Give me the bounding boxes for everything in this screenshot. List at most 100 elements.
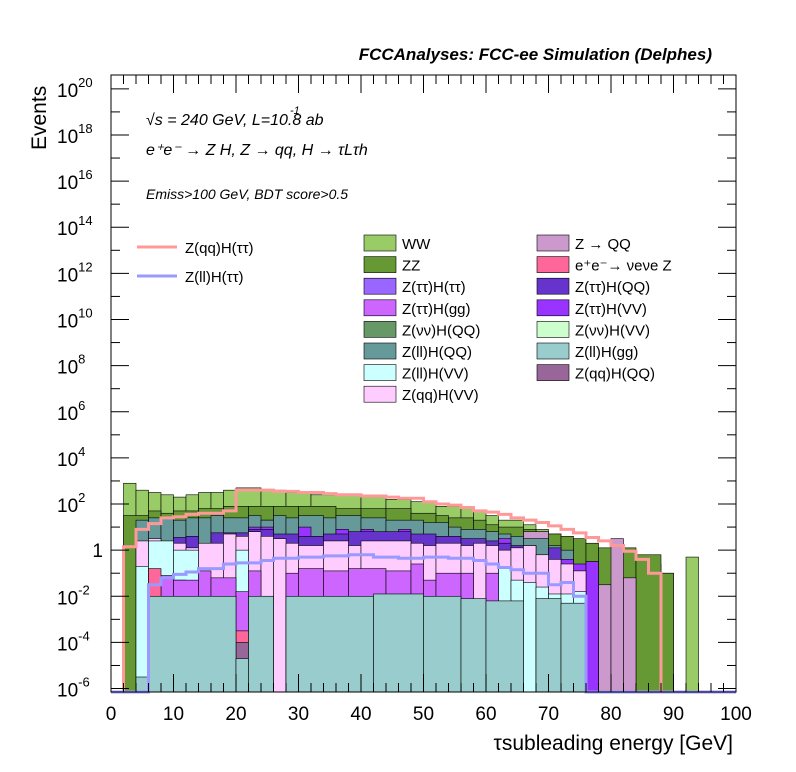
legend-box-swatch — [363, 234, 397, 252]
y-tick-base: 10 — [57, 219, 78, 240]
legend-box-label: Z(ττ)H(QQ) — [575, 279, 650, 296]
legend-box-swatch — [363, 256, 397, 273]
y-tick-base: 10 — [57, 496, 78, 517]
bar-z-ll-h-vv — [523, 582, 537, 693]
y-tick-exp: 2 — [78, 490, 85, 505]
bar-z-qq — [623, 577, 637, 693]
bar-z-ll-h-gg — [373, 593, 424, 693]
legend-box-label: e⁺e⁻→ νeνe Z — [575, 258, 672, 275]
legend-box-label: WW — [402, 236, 431, 253]
y-tick-label: 102 — [57, 490, 85, 517]
y-tick-exp: 16 — [78, 167, 92, 182]
y-tick-label: 1010 — [57, 305, 93, 332]
legend-box-label: Z(qq)H(QQ) — [575, 366, 655, 383]
bar-z-ll-h-gg — [248, 595, 274, 693]
x-tick-label: 50 — [413, 704, 434, 725]
x-axis-label: τsubleading energy [GeV] — [494, 732, 733, 755]
figure-header: FCCAnalyses: FCC-ee Simulation (Delphes) — [359, 45, 713, 64]
y-tick-exp: 20 — [78, 75, 92, 90]
bar-z-ll-h-gg — [485, 600, 524, 693]
y-tick-label: 1012 — [57, 259, 93, 286]
bar-z-ll-h-gg — [423, 595, 462, 693]
bar-z-qq — [598, 584, 612, 693]
y-tick-base: 10 — [57, 588, 78, 609]
bar-zz — [660, 572, 674, 693]
y-tick-label: 104 — [57, 444, 85, 471]
bar-z-ll-h-gg — [148, 595, 237, 693]
y-tick-label: 1018 — [57, 121, 93, 148]
bar-z-ll-h-gg — [460, 598, 487, 693]
x-tick-label: 80 — [600, 704, 621, 725]
bar-ww — [685, 556, 699, 693]
y-tick-label: 10-4 — [57, 628, 90, 655]
line-z-qq-h — [111, 488, 674, 694]
bar-z-ll-h-gg — [135, 676, 149, 693]
legend-box-label: Z(ll)H(VV) — [402, 366, 469, 383]
y-tick-label: 10-6 — [57, 675, 90, 702]
legend-box-label: Z(νν)H(VV) — [575, 322, 650, 339]
legend-box-label: Z(ττ)H(gg) — [402, 301, 471, 318]
legend-line-label: Z(ll)H(ττ) — [185, 269, 244, 286]
bar-z-ll-h-gg — [285, 595, 374, 693]
series-z-ll-h-gg — [135, 593, 587, 693]
legend-box-label: ZZ — [402, 258, 420, 275]
bar-z-qq — [610, 538, 624, 693]
legend-box-label: Z(ττ)H(VV) — [575, 301, 647, 318]
y-tick-exp: -6 — [78, 675, 90, 690]
y-tick-exp: 4 — [78, 444, 85, 459]
y-tick-base: 10 — [57, 450, 78, 471]
legend-box-swatch — [363, 385, 397, 403]
x-tick-label: 90 — [663, 704, 684, 725]
y-tick-exp: 10 — [78, 305, 92, 320]
x-tick-label: 40 — [350, 704, 371, 725]
bar-zz — [635, 554, 662, 693]
legend-box-swatch — [536, 364, 570, 381]
y-tick-label: 108 — [57, 352, 85, 379]
annotation-energy-sup: -1 — [290, 105, 300, 117]
y-tick-exp: 18 — [78, 121, 92, 136]
legend-box-label: Z(ll)H(gg) — [575, 344, 638, 361]
y-tick-label: 1 — [92, 541, 103, 562]
legend-box-swatch — [363, 321, 397, 338]
legend-box-label: Z → QQ — [575, 236, 631, 253]
x-tick-label: 100 — [720, 704, 752, 725]
x-tick-label: 70 — [538, 704, 559, 725]
bar-z-ll-h-vv — [135, 565, 149, 693]
legend-box-swatch — [536, 342, 570, 360]
y-tick-label: 106 — [57, 398, 85, 425]
y-tick-base: 10 — [57, 681, 78, 702]
legend-box-label: Z(qq)H(VV) — [402, 387, 479, 404]
y-tick-label: 10-2 — [57, 582, 90, 609]
line-z-ll-h — [111, 553, 736, 694]
y-tick-base: 10 — [57, 634, 78, 655]
y-tick-exp: 14 — [78, 213, 92, 228]
bar-z-ll-h-gg — [235, 658, 249, 693]
y-tick-base: 10 — [57, 404, 78, 425]
legend-box-swatch — [536, 277, 570, 295]
y-axis-label: Events — [28, 86, 51, 150]
x-tick-label: 60 — [475, 704, 496, 725]
legend-box-label: Z(ll)H(QQ) — [402, 344, 472, 361]
axis-ticks: 0 10 20 30 40 50 60 70 80 90 100102010181016101410… — [57, 75, 752, 725]
y-tick-base: 10 — [57, 173, 78, 194]
annotation-energy: √s = 240 GeV, L=10.8 ab — [146, 112, 324, 129]
legend-box-swatch — [363, 364, 397, 381]
x-tick-label: 0 — [106, 704, 117, 725]
legend-box-swatch — [363, 299, 397, 317]
annotation-process: e⁺e⁻ → Z H, Z → qq, H → τLτh — [146, 142, 368, 159]
x-tick-label: 10 — [163, 704, 184, 725]
y-tick-exp: 6 — [78, 398, 85, 413]
x-tick-label: 30 — [288, 704, 309, 725]
legend-box-label: Z(ττ)H(ττ) — [402, 279, 466, 296]
legend-box-label: Z(νν)H(QQ) — [402, 322, 480, 339]
y-tick-exp: 12 — [78, 259, 92, 274]
stacked-histograms — [123, 482, 699, 693]
legend: Z(qq)H(ττ) Z(ll)H(ττ) WW ZZ Z(ττ)H(ττ) Z(ττ)H… — [137, 234, 672, 404]
y-tick-base: 10 — [57, 127, 78, 148]
y-tick-label: 1014 — [57, 213, 93, 240]
x-tick-label: 20 — [225, 704, 246, 725]
y-tick-exp: -4 — [78, 628, 90, 643]
legend-box-swatch — [536, 321, 570, 338]
y-tick-exp: -2 — [78, 582, 90, 597]
